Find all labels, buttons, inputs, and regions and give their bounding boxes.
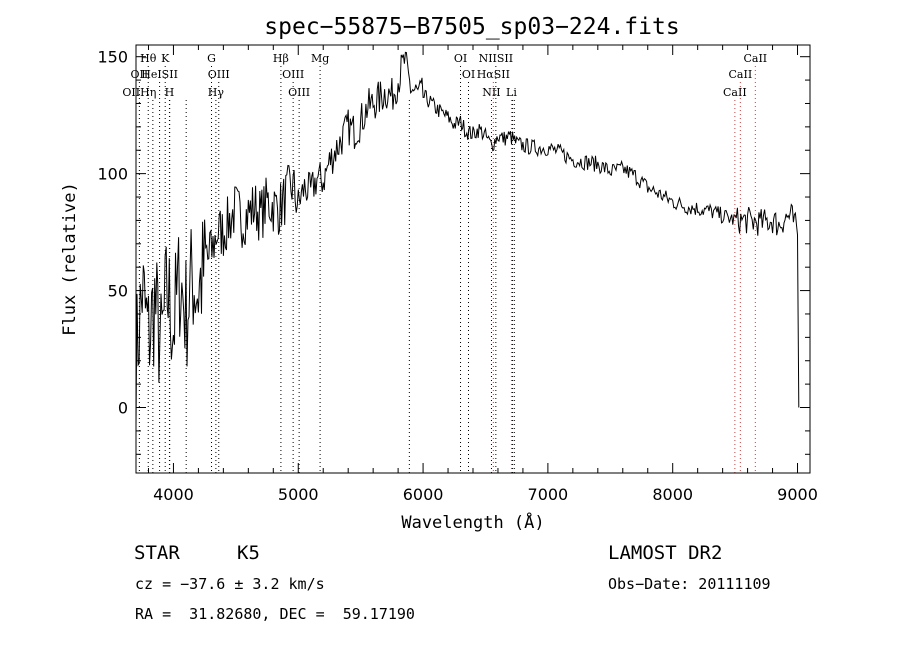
object-subclass: K5: [237, 542, 260, 564]
line-label-11: OIII: [282, 68, 304, 81]
spectrum-line: [135, 51, 800, 427]
line-label-10: OIII: [208, 68, 230, 81]
y-tick-label-3: 150: [97, 48, 128, 67]
y-tick-label-1: 50: [108, 282, 128, 301]
coordinates: RA = 31.82680, DEC = 59.17190: [135, 605, 415, 623]
line-label-1: K: [161, 52, 170, 65]
emission-line-markers: [138, 66, 756, 473]
x-axis-label: Wavelength (Å): [401, 511, 544, 533]
line-label-4: Mg: [311, 52, 329, 65]
line-label-7: CaII: [743, 52, 767, 65]
line-label-16: H: [165, 86, 175, 99]
spectrum-trace: [135, 51, 800, 427]
plot-frame: [135, 44, 811, 474]
line-label-2: G: [207, 52, 216, 65]
line-label-12: OI: [462, 68, 475, 81]
x-tick-label-4: 8000: [652, 485, 693, 504]
y-tick-label-0: 0: [118, 399, 128, 418]
survey-name: LAMOST DR2: [608, 542, 723, 564]
x-tick-label-3: 7000: [528, 485, 569, 504]
y-axis-label: Flux (relative): [60, 182, 80, 336]
observation-date: Obs−Date: 20111109: [608, 575, 771, 593]
redshift-cz: cz = −37.6 ± 3.2 km/s: [135, 575, 325, 593]
y-tick-label-2: 100: [97, 165, 128, 184]
line-label-18: OIII: [288, 86, 310, 99]
line-label-6: NIISII: [479, 52, 514, 65]
x-tick-label-5: 9000: [777, 485, 818, 504]
object-class: STAR: [134, 542, 180, 564]
x-tick-label-2: 6000: [403, 485, 444, 504]
line-label-15: OIIHη: [122, 86, 156, 99]
line-label-9: HeISII: [141, 68, 178, 81]
chart-title: spec−55875−B7505_sp03−224.fits: [264, 14, 679, 40]
line-label-21: CaII: [723, 86, 747, 99]
line-label-17: Hγ: [208, 86, 225, 99]
line-label-3: Hβ: [273, 52, 289, 65]
line-label-19: NII: [482, 86, 500, 99]
line-label-13: HαSII: [477, 68, 510, 81]
line-label-5: OI: [454, 52, 467, 65]
line-label-20: Li: [506, 86, 517, 99]
x-axis-ticks: 4000 5000 6000 7000 8000 9000: [147, 45, 818, 504]
line-label-14: CaII: [729, 68, 753, 81]
line-label-0: Hθ: [140, 52, 157, 65]
line-label-8: OII: [131, 68, 149, 81]
x-tick-label-1: 5000: [278, 485, 319, 504]
y-axis-ticks: 0 50 100 150: [97, 48, 810, 455]
x-tick-label-0: 4000: [153, 485, 194, 504]
